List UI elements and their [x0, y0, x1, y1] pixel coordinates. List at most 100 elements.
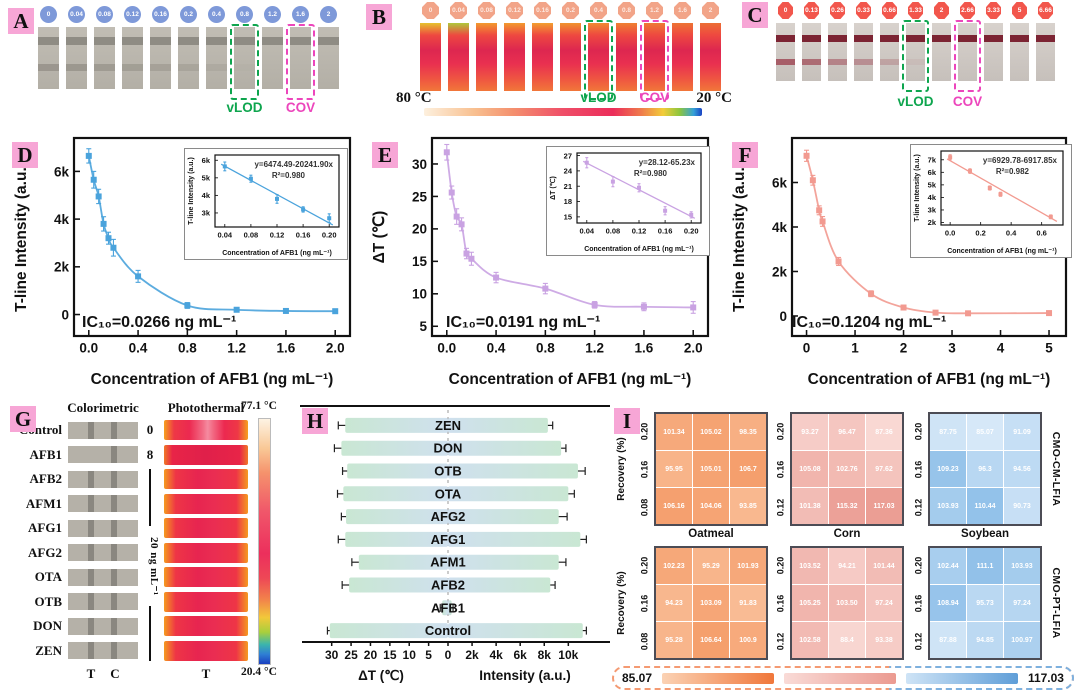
cov-box — [640, 20, 669, 100]
t-line-band — [150, 64, 171, 72]
recovery-cell: 91.09 — [1004, 414, 1040, 450]
c-line-band — [290, 36, 311, 45]
svg-text:Concentration of AFB1 (ng mL⁻¹: Concentration of AFB1 (ng mL⁻¹) — [947, 248, 1057, 255]
svg-text:6k: 6k — [772, 175, 788, 190]
svg-text:0.8: 0.8 — [536, 341, 555, 356]
strip-lanes-c: 0 0.13 0.26 0.33 0.66 1.33 vLOD 2 2.66 COV 3.33 5 6.… — [776, 2, 1076, 109]
assay-row-afb2: AFB2 — [6, 467, 262, 492]
strip-lane: 0.04 — [448, 2, 469, 91]
svg-text:2.0: 2.0 — [684, 341, 703, 356]
t-line-footer-label-photothermal: T — [201, 666, 211, 681]
chart-inset: 0.04 0.08 0.12 0.16 0.20 15 18 21 24 27 Concentrat… — [549, 151, 702, 253]
svg-text:ΔT (℃): ΔT (℃) — [549, 176, 557, 200]
svg-text:T-line Intensity (a.u.): T-line Intensity (a.u.) — [13, 162, 30, 312]
recovery-cell: 115.32 — [829, 488, 865, 524]
recovery-cell: 106.7 — [730, 451, 766, 487]
photothermal-strip — [164, 518, 248, 539]
test-strip — [560, 23, 581, 91]
panel-e-label: E — [372, 142, 398, 168]
recovery-axis-label-bottom: Recovery (%) — [616, 571, 627, 635]
svg-text:0.04: 0.04 — [579, 227, 594, 236]
recovery-tick-label: 0.16 — [775, 594, 786, 612]
svg-text:10k: 10k — [558, 648, 578, 662]
concentration-badge: 1.2 — [646, 2, 663, 19]
strip-lane: 0.4 vLOD — [580, 2, 617, 105]
svg-text:Concentration of AFB1 (ng mL⁻¹: Concentration of AFB1 (ng mL⁻¹) — [808, 371, 1051, 388]
strip-lane: 2 — [700, 2, 721, 91]
panel-e-chart: IC₁₀=0.0191 ng mL⁻¹ 0.04 0.08 0.12 0.16 0.20… — [366, 126, 720, 396]
assay-row-afg2: AFG2 — [6, 541, 262, 566]
strip-lane: 0.16 — [150, 6, 171, 89]
svg-text:T-line Intensity (a.u.): T-line Intensity (a.u.) — [731, 162, 748, 312]
panel-a-label: A — [8, 8, 34, 34]
recovery-cell: 106.16 — [656, 488, 692, 524]
recovery-cell: 101.93 — [730, 548, 766, 584]
panel-g-specificity-strips: Colorimetric Photothermal Control 0 AFB1 8 A… — [6, 400, 298, 696]
c-line-band — [111, 495, 118, 513]
analyte-label: DON — [33, 618, 62, 634]
svg-text:10: 10 — [412, 287, 427, 302]
colorimetric-strip — [68, 470, 138, 488]
test-strip — [420, 23, 441, 91]
group-concentration-label: 20 ng mL⁻¹ — [148, 536, 160, 596]
test-strip — [700, 23, 721, 91]
t-line-band — [38, 64, 59, 72]
chart-H: ZEN DON OTB OTA AFG2 AFG1 AFM1 AFB2 AFB1 Control 3… — [300, 405, 610, 662]
test-strip — [448, 23, 469, 91]
recovery-tick-label: 0.16 — [913, 460, 924, 478]
svg-text:y=28.12-65.23x: y=28.12-65.23x — [639, 158, 696, 167]
t-line-band — [94, 64, 115, 72]
assay-row-zen: ZEN — [6, 639, 262, 664]
recovery-cell: 111.1 — [967, 548, 1003, 584]
panel-h-crossreactivity-chart: ΔT (℃) Intensity (a.u.) ZEN DON OTB OTA AFG2… — [298, 400, 612, 696]
strip-lane: 1.2 COV — [640, 2, 669, 105]
strip-lane: 0.13 — [802, 2, 821, 81]
svg-text:T-line Intensity (a.u.): T-line Intensity (a.u.) — [188, 157, 195, 225]
c-line-band — [932, 34, 951, 42]
temp-min-label: 20.4 °C — [241, 666, 277, 678]
svg-text:0.20: 0.20 — [684, 227, 699, 236]
recovery-cell: 100.97 — [1004, 622, 1040, 658]
strip-lane: 0.12 — [122, 6, 143, 89]
strip-lane: 0.66 — [880, 2, 899, 81]
recovery-cell: 97.62 — [866, 451, 902, 487]
concentration-badge: 0.4 — [208, 6, 225, 23]
test-strip — [932, 23, 951, 81]
svg-text:0.04: 0.04 — [217, 231, 232, 240]
test-strip — [1036, 23, 1055, 81]
svg-text:30: 30 — [325, 648, 339, 662]
svg-text:4k: 4k — [772, 220, 788, 235]
c-line-band — [854, 34, 873, 42]
concentration-badge: 0 — [40, 6, 57, 23]
recovery-cell: 87.36 — [866, 414, 902, 450]
chart-inset: 0.0 0.2 0.4 0.6 2k 3k 4k 5k 6k 7k Concentration of… — [914, 150, 1064, 255]
svg-text:2.0: 2.0 — [326, 341, 345, 356]
recovery-tick-label: 0.20 — [775, 422, 786, 440]
assay-row-don: DON — [6, 614, 262, 639]
concentration-badge: 0.16 — [152, 6, 169, 23]
strip-lane: 0.08 — [476, 2, 497, 91]
c-line-band — [880, 34, 899, 42]
test-strip — [262, 27, 283, 89]
panel-b-photothermal-strips: 80 °C 20 °C 0 0.04 0.08 0.12 0.16 0.2 0.4 vLOD 0… — [392, 2, 732, 124]
photothermal-strip — [164, 640, 248, 661]
svg-text:0.0: 0.0 — [437, 341, 456, 356]
recovery-cell: 117.03 — [866, 488, 902, 524]
concentration-badge: 0.12 — [124, 6, 141, 23]
colorimetric-strip — [68, 421, 138, 439]
strip-lanes-b: 0 0.04 0.08 0.12 0.16 0.2 0.4 vLOD 0.8 1.2 COV 1.6 2 — [420, 2, 732, 105]
strip-lane: 0.26 — [828, 2, 847, 81]
recovery-cell: 93.38 — [866, 622, 902, 658]
panel-g-label: G — [10, 406, 36, 432]
concentration-badge: 3.33 — [986, 2, 1001, 19]
recovery-cell: 110.44 — [967, 488, 1003, 524]
cov-box — [286, 24, 315, 100]
vlod-label: vLOD — [580, 90, 617, 105]
recovery-tick-label: 0.08 — [639, 498, 650, 516]
recovery-cell: 103.93 — [1004, 548, 1040, 584]
test-strip — [476, 23, 497, 91]
test-strip — [880, 23, 899, 81]
svg-text:Concentration of AFB1 (ng mL⁻¹: Concentration of AFB1 (ng mL⁻¹) — [222, 250, 332, 257]
photothermal-strip — [164, 567, 248, 588]
cov-box — [954, 20, 981, 92]
